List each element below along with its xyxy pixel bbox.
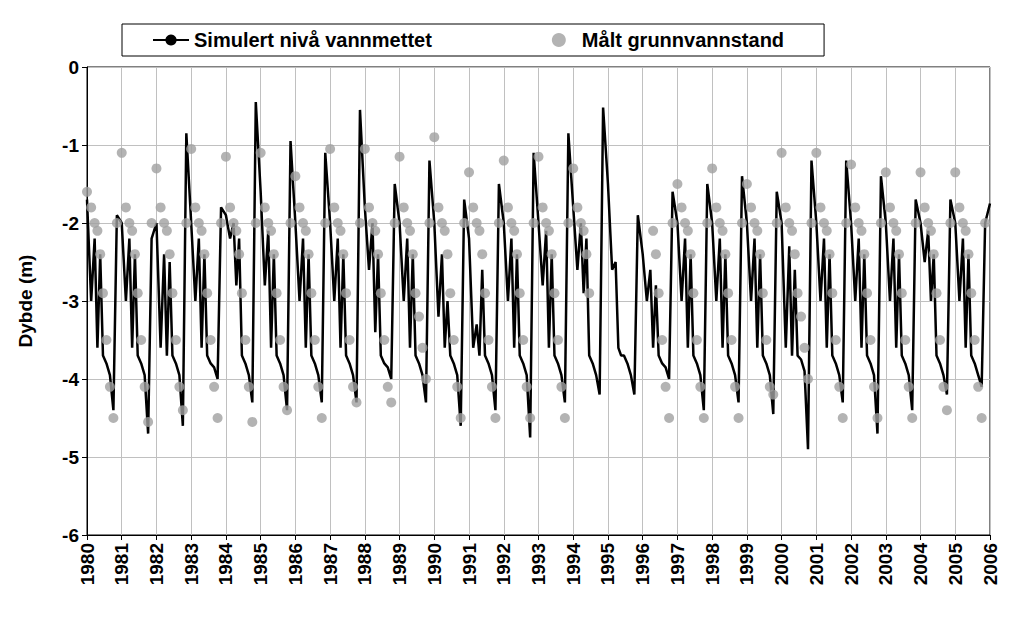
svg-text:2004: 2004 xyxy=(910,543,931,586)
svg-text:1983: 1983 xyxy=(181,543,202,585)
svg-text:1995: 1995 xyxy=(597,543,618,586)
svg-text:-4: -4 xyxy=(62,369,79,390)
svg-text:-1: -1 xyxy=(62,135,79,156)
svg-text:2005: 2005 xyxy=(945,543,966,586)
svg-text:Målt grunnvannstand: Målt grunnvannstand xyxy=(582,29,784,51)
svg-text:1985: 1985 xyxy=(250,543,271,586)
svg-text:1982: 1982 xyxy=(146,543,167,585)
svg-text:-5: -5 xyxy=(62,447,79,468)
svg-text:0: 0 xyxy=(68,57,79,78)
svg-text:1990: 1990 xyxy=(424,543,445,585)
svg-text:-3: -3 xyxy=(62,291,79,312)
svg-text:1998: 1998 xyxy=(702,543,723,585)
svg-text:1991: 1991 xyxy=(459,543,480,586)
svg-text:1986: 1986 xyxy=(285,543,306,585)
svg-text:1993: 1993 xyxy=(528,543,549,585)
svg-text:-2: -2 xyxy=(62,213,79,234)
svg-text:2000: 2000 xyxy=(771,543,792,585)
svg-text:1980: 1980 xyxy=(77,543,98,585)
svg-text:2003: 2003 xyxy=(875,543,896,585)
svg-text:-6: -6 xyxy=(62,525,79,546)
svg-text:1999: 1999 xyxy=(736,543,757,585)
svg-text:2002: 2002 xyxy=(841,543,862,585)
svg-text:1997: 1997 xyxy=(667,543,688,585)
svg-text:1994: 1994 xyxy=(563,543,584,586)
svg-text:1996: 1996 xyxy=(632,543,653,585)
svg-text:2006: 2006 xyxy=(980,543,1001,585)
svg-text:1984: 1984 xyxy=(215,543,236,586)
svg-text:1981: 1981 xyxy=(111,543,132,586)
svg-text:1989: 1989 xyxy=(389,543,410,585)
svg-text:1988: 1988 xyxy=(354,543,375,585)
svg-text:1987: 1987 xyxy=(320,543,341,585)
svg-text:1992: 1992 xyxy=(493,543,514,585)
svg-text:2001: 2001 xyxy=(806,543,827,586)
svg-text:Dybde (m): Dybde (m) xyxy=(15,255,36,348)
svg-text:Simulert nivå vannmettet: Simulert nivå vannmettet xyxy=(194,29,432,51)
